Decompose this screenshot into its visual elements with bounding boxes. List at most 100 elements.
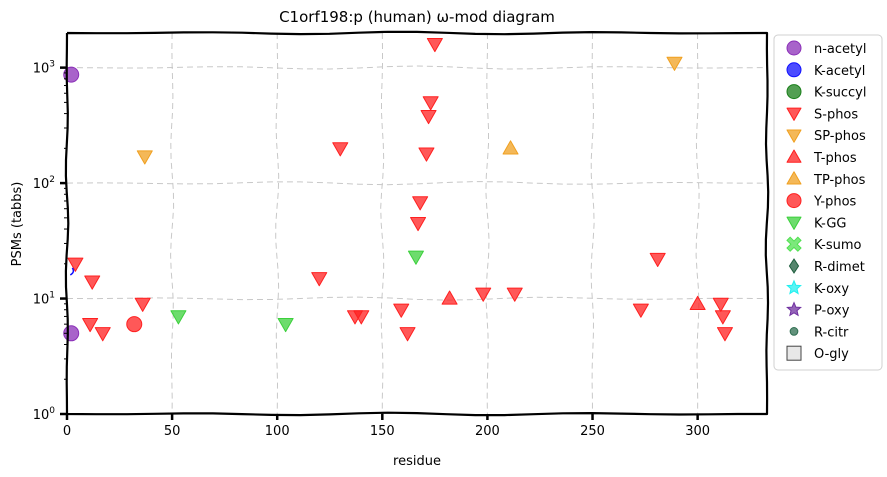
grid-line-x <box>590 32 595 415</box>
point-t-phos <box>441 290 458 305</box>
y-tick-label: 100 <box>33 406 56 423</box>
legend-marker <box>786 40 802 56</box>
point-s-phos <box>82 318 99 333</box>
legend-item: K-GG <box>786 216 846 231</box>
point-s-phos <box>716 327 733 342</box>
legend-label: K-succyl <box>814 86 866 101</box>
x-axis-label: residue <box>393 454 441 469</box>
grid-line-y <box>66 181 767 186</box>
point-s-phos <box>332 142 349 157</box>
legend-label: TP-phos <box>813 173 866 188</box>
point-s-phos <box>311 272 328 287</box>
y-tick-label: 101 <box>33 291 55 308</box>
legend-marker <box>788 258 800 274</box>
x-tick-label: 250 <box>580 424 605 439</box>
x-tick-label: 150 <box>370 424 395 439</box>
point-k-gg <box>170 310 187 325</box>
legend-label: K-sumo <box>814 238 862 253</box>
legend-label: K-GG <box>814 216 846 231</box>
y-tick-label: 102 <box>33 175 55 192</box>
legend-marker <box>786 345 802 361</box>
point-y-phos <box>126 316 143 333</box>
legend-label: R-citr <box>814 325 849 340</box>
point-s-phos <box>412 196 429 211</box>
x-tick-label: 50 <box>164 424 181 439</box>
point-s-phos <box>84 275 101 290</box>
point-sp-phos <box>666 56 683 71</box>
point-s-phos <box>134 297 151 312</box>
point-s-phos <box>418 147 435 162</box>
point-s-phos <box>393 303 410 318</box>
legend-label: O-gly <box>814 347 849 362</box>
point-s-phos <box>475 287 492 302</box>
legend-marker <box>786 216 802 230</box>
grid-line-x <box>380 32 385 414</box>
legend-marker <box>786 129 802 143</box>
legend-marker <box>786 301 802 317</box>
legend-label: K-oxy <box>814 282 849 297</box>
legend-marker <box>789 327 799 336</box>
point-s-phos <box>426 37 443 53</box>
legend-item: SP-phos <box>786 129 866 144</box>
legend-item: K-sumo <box>786 236 862 253</box>
point-s-phos <box>94 327 111 342</box>
point-k-gg <box>407 250 424 265</box>
legend-item: R-dimet <box>788 258 865 275</box>
point-tp-phos <box>502 140 519 155</box>
point-s-phos <box>712 297 729 312</box>
legend-item: K-acetyl <box>786 62 865 79</box>
legend-label: K-acetyl <box>814 64 865 79</box>
axis-ticks: 0 50 100 150 200 250 300 100 101 102 103 <box>33 60 710 439</box>
legend-item: T-phos <box>786 149 857 166</box>
x-tick-label: 0 <box>63 424 71 439</box>
x-tick-label: 300 <box>685 424 710 439</box>
grid-line-x <box>170 32 175 415</box>
point-t-phos <box>689 295 706 310</box>
point-s-phos <box>422 96 439 111</box>
point-s-phos <box>714 310 731 325</box>
legend-label: Y-phos <box>813 195 857 210</box>
x-tick-label: 100 <box>265 424 290 439</box>
legend-item: S-phos <box>786 107 858 122</box>
grid-line-x <box>695 32 700 415</box>
legend-label: T-phos <box>813 151 857 166</box>
grid <box>66 32 768 415</box>
grid-line-y <box>66 296 768 301</box>
y-tick-label: 103 <box>33 60 55 77</box>
legend-item: TP-phos <box>786 171 866 188</box>
legend-item: O-gly <box>786 345 849 362</box>
legend: n-acetyl K-acetyl K-succyl S-phos SP-phos T-p… <box>773 34 883 371</box>
data-points <box>63 37 733 342</box>
legend-label: n-acetyl <box>814 42 866 57</box>
legend-item: K-succyl <box>786 84 866 101</box>
point-s-phos <box>506 287 523 302</box>
point-s-phos <box>420 110 437 125</box>
legend-marker <box>786 279 802 295</box>
legend-label: P-oxy <box>814 304 850 319</box>
legend-marker <box>786 193 802 209</box>
legend-marker <box>786 84 802 100</box>
legend-marker <box>786 62 802 78</box>
legend-marker <box>786 236 802 252</box>
point-k-acetyl <box>69 267 75 276</box>
grid-line-x <box>275 32 280 415</box>
legend-box <box>773 34 883 371</box>
legend-item: Y-phos <box>786 193 857 210</box>
legend-marker <box>786 171 802 185</box>
grid-line-x <box>485 32 490 415</box>
legend-label: S-phos <box>814 107 858 122</box>
point-sp-phos <box>136 150 153 165</box>
plot-frame <box>64 30 770 417</box>
legend-marker <box>786 149 802 163</box>
legend-marker <box>786 107 802 121</box>
legend-label: SP-phos <box>814 129 866 144</box>
y-axis-label: PSMs (tabbs) <box>10 182 25 267</box>
legend-item: K-oxy <box>786 279 849 297</box>
legend-item: P-oxy <box>786 301 850 319</box>
legend-item: n-acetyl <box>786 40 866 57</box>
legend-item: R-citr <box>789 325 849 340</box>
point-s-phos <box>632 303 649 318</box>
point-s-phos <box>649 252 666 268</box>
point-k-gg <box>277 318 294 333</box>
